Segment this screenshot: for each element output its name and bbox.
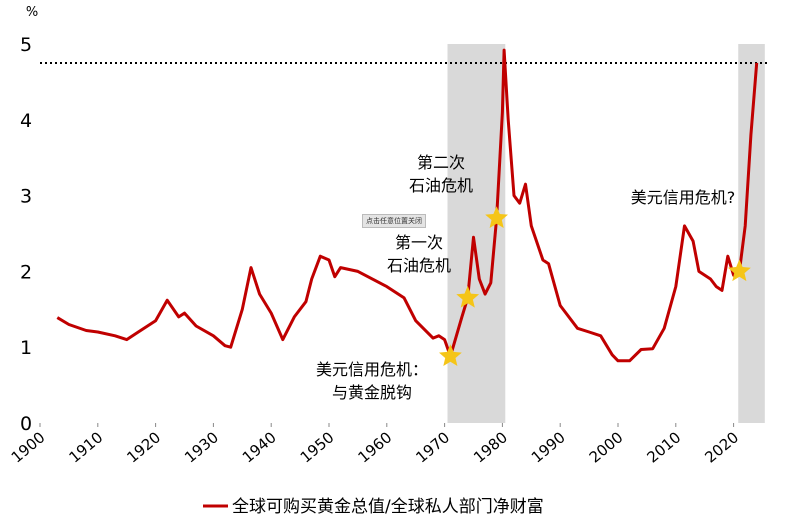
y-tick-label: 3: [20, 186, 32, 208]
x-tick-label: 1940: [239, 428, 280, 466]
star-marker: [485, 206, 508, 228]
y-tick-label: 5: [20, 34, 32, 56]
y-tick-label: 0: [20, 413, 32, 435]
annotation: 与黄金脱钩: [332, 383, 412, 402]
series-line: [56, 48, 759, 363]
x-tick-label: 1980: [470, 428, 511, 466]
star-marker: [728, 259, 751, 282]
y-unit: %: [26, 5, 38, 20]
annotation: 第一次: [395, 233, 443, 252]
star-marker: [456, 285, 480, 308]
annotation: 美元信用危机：: [316, 360, 428, 379]
x-tick-label: 1950: [297, 428, 338, 466]
x-tick-label: 1960: [355, 428, 396, 466]
x-tick-label: 1920: [123, 428, 164, 466]
shaded-range: [738, 44, 765, 423]
x-tick-label: 2010: [644, 428, 685, 466]
annotation: 美元信用危机?: [631, 188, 736, 207]
x-tick-label: 2020: [701, 428, 742, 466]
star-marker: [439, 344, 462, 366]
annotation: 石油危机: [387, 256, 451, 275]
annotation: 石油危机: [409, 176, 473, 195]
x-tick-label: 1910: [66, 428, 107, 466]
x-tick-label: 1930: [181, 428, 222, 466]
y-tick-label: 1: [20, 337, 32, 359]
y-tick-label: 2: [20, 261, 32, 283]
annotation: 第二次: [417, 153, 465, 172]
close-hint[interactable]: 点击任意位置关闭: [362, 214, 426, 228]
x-tick-label: 2000: [586, 428, 627, 466]
x-tick-label: 1970: [412, 428, 453, 466]
y-tick-label: 4: [20, 110, 32, 132]
x-tick-label: 1990: [528, 428, 569, 466]
legend-label: 全球可购买黄金总值/全球私人部门净财富: [232, 497, 544, 517]
